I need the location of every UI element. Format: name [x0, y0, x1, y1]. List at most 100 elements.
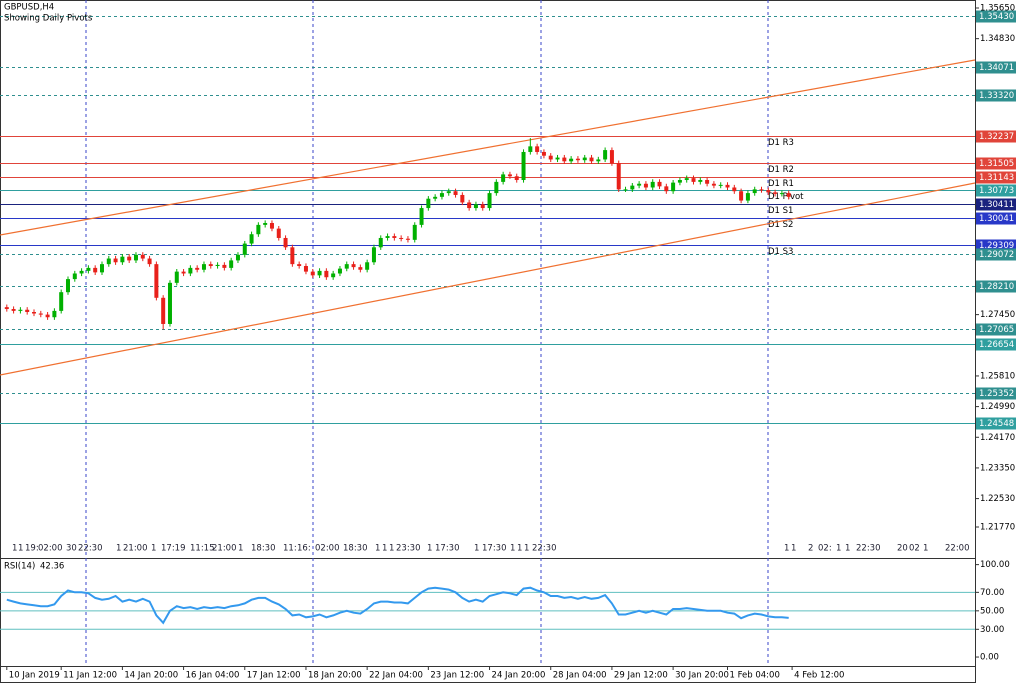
candle-body — [127, 256, 132, 261]
candle-body — [473, 204, 478, 209]
candle-body — [45, 314, 50, 318]
rsi-current: 42.36 — [40, 562, 64, 572]
y-tick-label: 50.00 — [980, 606, 1004, 616]
candle-body — [569, 158, 574, 162]
time-label: 17:19 — [161, 544, 186, 554]
time-label: 1 — [923, 544, 928, 554]
candle-body — [25, 309, 30, 313]
candle-body — [433, 196, 438, 199]
candle-body — [528, 146, 533, 152]
candle-body — [133, 254, 138, 261]
time-label: 1 — [836, 544, 841, 554]
x-tick-label: 17 Jan 12:00 — [247, 671, 301, 681]
time-label: 23:30 — [396, 544, 421, 554]
candle-body — [188, 267, 193, 274]
y-tick-label: 70.00 — [980, 588, 1004, 598]
time-label: 1 — [12, 544, 17, 554]
y-tick-label: 1.35650 — [980, 4, 1015, 14]
candle-body — [235, 254, 240, 261]
symbol: GBPUSD,H4 — [4, 3, 54, 13]
candle-body — [113, 258, 118, 263]
candle-body — [507, 174, 512, 177]
pivot-name: D1 S2 — [768, 220, 793, 230]
level-label: 1.30411 — [979, 200, 1014, 210]
level-label: 1.26654 — [979, 340, 1014, 350]
candle-body — [120, 256, 125, 263]
time-label: 1 — [151, 544, 156, 554]
candle-body — [623, 189, 628, 191]
time-label: 17:30 — [482, 544, 507, 554]
time-label: 11: — [283, 544, 297, 554]
candle-body — [786, 193, 791, 197]
level-box — [976, 171, 1016, 184]
time-label: 22:30 — [532, 544, 557, 554]
time-label: 02: — [818, 544, 832, 554]
x-tick-label: 14 Jan 20:00 — [124, 671, 178, 681]
time-label: 1 — [510, 544, 515, 554]
candle-body — [630, 185, 635, 190]
candle-body — [603, 150, 608, 160]
level-box — [976, 212, 1016, 225]
x-tick-label: 30 Jan 20:00 — [675, 671, 729, 681]
level-label: 1.33320 — [979, 91, 1014, 101]
time-label: 02:00 — [315, 544, 340, 554]
candle-body — [52, 310, 57, 318]
time-label: 1 — [524, 544, 529, 554]
candle-body — [378, 237, 383, 248]
x-tick-label: 18 Jan 20:00 — [308, 671, 362, 681]
time-label: 11:15 — [190, 544, 215, 554]
candle-body — [467, 202, 472, 209]
y-tick-label: 100.00 — [980, 560, 1010, 570]
level-label: 1.25352 — [979, 389, 1014, 399]
candle-body — [303, 266, 308, 272]
level-label: 1.29072 — [979, 250, 1014, 260]
trendline — [0, 59, 976, 236]
rsi-pane — [0, 586, 975, 630]
time-label: 1 — [427, 544, 432, 554]
y-tick-label: 30.00 — [980, 625, 1004, 635]
candle-body — [664, 186, 669, 192]
candle-body — [637, 183, 642, 186]
candle-body — [181, 271, 186, 274]
time-label: 21:00 — [212, 544, 237, 554]
candle-body — [276, 228, 281, 238]
candle-body — [698, 180, 703, 182]
candle-body — [72, 273, 77, 280]
candle-body — [310, 271, 315, 276]
candle-body — [596, 159, 601, 162]
level-label: 1.24548 — [979, 419, 1014, 429]
candle-body — [365, 262, 370, 270]
time-label: 02 — [909, 544, 920, 554]
y-tick-label: 1.23350 — [980, 463, 1015, 473]
candle-body — [140, 254, 145, 259]
candle-body — [616, 163, 621, 190]
candle-body — [684, 178, 689, 181]
candle-body — [732, 187, 737, 192]
candle-body — [344, 264, 349, 269]
candle-body — [358, 267, 363, 270]
candle-body — [426, 198, 431, 209]
time-label: 18:30 — [343, 544, 368, 554]
level-box — [976, 248, 1016, 261]
candle-body — [535, 146, 540, 152]
candle-body — [4, 307, 9, 310]
level-box — [976, 61, 1016, 74]
candle-body — [11, 309, 16, 311]
time-label: 1 — [18, 544, 23, 554]
y-tick-label: 1.21770 — [980, 523, 1015, 533]
candle-body — [650, 181, 655, 188]
pivot-name: D1 S1 — [768, 206, 793, 216]
candle-body — [371, 247, 376, 263]
candle-body — [18, 309, 23, 311]
level-box — [976, 130, 1016, 143]
x-tick-label: 29 Jan 12:00 — [614, 671, 668, 681]
candle-body — [752, 189, 757, 194]
time-label: 1 — [389, 544, 394, 554]
candle-body — [759, 189, 764, 191]
time-label: 1 — [784, 544, 789, 554]
candle-body — [541, 151, 546, 156]
pivot-name: D1 S3 — [768, 247, 793, 257]
candle-body — [174, 271, 179, 283]
candle-body — [609, 150, 614, 164]
axes: 1.35650 1.34830 1.27450 1.25810 1.24990 1.241… — [6, 4, 1016, 681]
